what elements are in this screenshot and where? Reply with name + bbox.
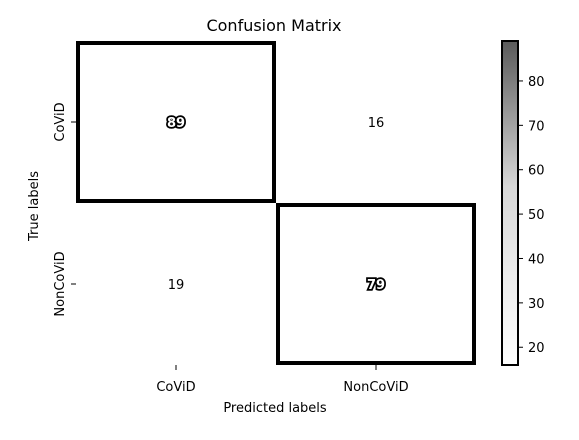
- heatmap-cell: [76, 41, 276, 203]
- x-axis-ticks: CoViD NonCoViD: [156, 365, 409, 395]
- colorbar-tick-label: 60: [528, 164, 545, 179]
- colorbar-tick-label: 20: [528, 341, 545, 356]
- y-tick-label: NonCoViD: [53, 251, 68, 316]
- heatmap-cell: [76, 203, 276, 365]
- colorbar-tick-label: 70: [528, 119, 545, 134]
- cell-value-label: 89: [167, 116, 185, 131]
- colorbar-gradient: [502, 41, 518, 365]
- colorbar-tick-label: 30: [528, 297, 545, 312]
- cell-highlight-border: [276, 203, 476, 365]
- colorbar-tick-label: 40: [528, 252, 545, 267]
- heatmap-cell: [276, 41, 476, 203]
- y-axis-label: True labels: [27, 171, 42, 242]
- x-tick-label: CoViD: [156, 380, 195, 395]
- colorbar: 20 30 40 50 60 70 80: [501, 40, 545, 366]
- cell-value-label: 19: [168, 278, 185, 293]
- x-tick-label: NonCoViD: [343, 380, 408, 395]
- heatmap-cell: [276, 203, 476, 365]
- colorbar-frame: [501, 40, 519, 366]
- heatmap-cells: 89 16 19 79: [76, 41, 476, 365]
- colorbar-tick-label: 80: [528, 75, 545, 90]
- x-axis-label: Predicted labels: [223, 401, 327, 416]
- y-tick-label: CoViD: [53, 102, 68, 141]
- chart-title: Confusion Matrix: [206, 16, 341, 35]
- cell-highlight-border: [76, 41, 276, 203]
- cell-value-label: 16: [368, 116, 385, 131]
- y-axis-ticks: CoViD NonCoViD: [53, 102, 76, 317]
- colorbar-tick-label: 50: [528, 208, 545, 223]
- cell-value-label: 79: [367, 278, 385, 293]
